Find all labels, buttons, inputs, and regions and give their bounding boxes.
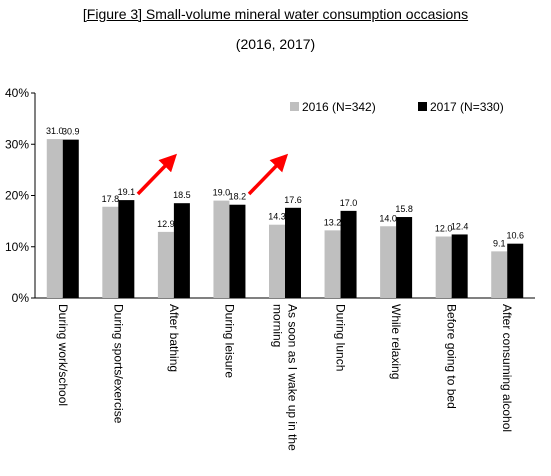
x-tick-label-line: Before going to bed xyxy=(445,304,459,409)
x-tick-label: During leisure xyxy=(222,304,236,378)
bar-2016 xyxy=(46,139,63,298)
y-tick-label: 30% xyxy=(5,137,29,151)
bar-2016 xyxy=(435,236,452,298)
data-label: 14.0 xyxy=(379,213,397,223)
y-tick-label: 40% xyxy=(5,86,29,100)
x-tick-label-line: After consuming alcohol xyxy=(500,304,514,432)
data-label: 18.2 xyxy=(229,192,247,202)
data-label: 14.3 xyxy=(268,212,286,222)
x-tick-label: Before going to bed xyxy=(445,304,459,409)
x-tick-label: During sports/exercise xyxy=(111,304,125,424)
data-label: 12.4 xyxy=(451,221,469,231)
data-label: 12.0 xyxy=(435,224,453,234)
data-label: 17.8 xyxy=(102,194,120,204)
bar-2017 xyxy=(118,200,135,298)
legend-swatch xyxy=(418,102,427,111)
data-label: 19.0 xyxy=(213,188,231,198)
bar-2016 xyxy=(102,206,119,298)
x-tick-label-line: During lunch xyxy=(334,304,348,371)
y-tick-label: 20% xyxy=(5,189,29,203)
data-label: 13.2 xyxy=(324,217,342,227)
legend-label: 2017 (N=330) xyxy=(430,100,504,114)
chart-title: [Figure 3] Small-volume mineral water co… xyxy=(82,6,469,22)
bar-2017 xyxy=(507,243,524,298)
data-label: 30.9 xyxy=(62,127,80,137)
bar-2016 xyxy=(324,230,341,298)
bar-2017 xyxy=(451,234,468,298)
legend-label: 2016 (N=342) xyxy=(302,100,376,114)
data-label: 18.5 xyxy=(173,190,191,200)
bar-2016 xyxy=(213,200,230,298)
bar-2017 xyxy=(173,203,190,298)
data-label: 15.8 xyxy=(395,204,413,214)
x-tick-label: After bathing xyxy=(167,304,181,372)
x-tick-label-line: During work/school xyxy=(56,304,70,406)
data-label: 10.6 xyxy=(506,231,524,241)
x-tick-label: While relaxing xyxy=(389,304,403,379)
x-tick-label-line: During sports/exercise xyxy=(111,304,125,424)
data-label: 17.0 xyxy=(340,198,358,208)
x-tick-label: After consuming alcohol xyxy=(500,304,514,432)
x-tick-label: During lunch xyxy=(334,304,348,371)
x-tick-label-line: While relaxing xyxy=(389,304,403,379)
legend-swatch xyxy=(290,102,299,111)
red-arrow-icon xyxy=(136,153,177,196)
y-tick-label: 0% xyxy=(12,291,30,305)
x-tick-label-line: morning xyxy=(271,304,285,347)
red-arrow-icon xyxy=(247,153,289,196)
bar-2017 xyxy=(396,217,413,298)
bar-2016 xyxy=(269,224,285,298)
data-label: 31.0 xyxy=(46,126,64,136)
bar-2017 xyxy=(62,139,79,298)
bar-2017 xyxy=(285,207,301,298)
x-tick-label-line: After bathing xyxy=(167,304,181,372)
bar-2016 xyxy=(380,226,397,298)
data-label: 19.1 xyxy=(118,187,136,197)
data-label: 12.9 xyxy=(157,219,175,229)
bar-2017 xyxy=(229,204,246,298)
x-tick-label-line: During leisure xyxy=(222,304,236,378)
chart-subtitle: (2016, 2017) xyxy=(235,36,316,52)
bar-2016 xyxy=(157,231,174,298)
data-label: 17.6 xyxy=(284,195,302,205)
x-tick-label: During work/school xyxy=(56,304,70,406)
bar-2016 xyxy=(491,251,508,298)
bar-2017 xyxy=(340,210,357,298)
y-tick-label: 10% xyxy=(5,240,29,254)
data-label: 9.1 xyxy=(493,238,506,248)
x-tick-label-line: As soon as I wake up in the xyxy=(286,304,300,451)
